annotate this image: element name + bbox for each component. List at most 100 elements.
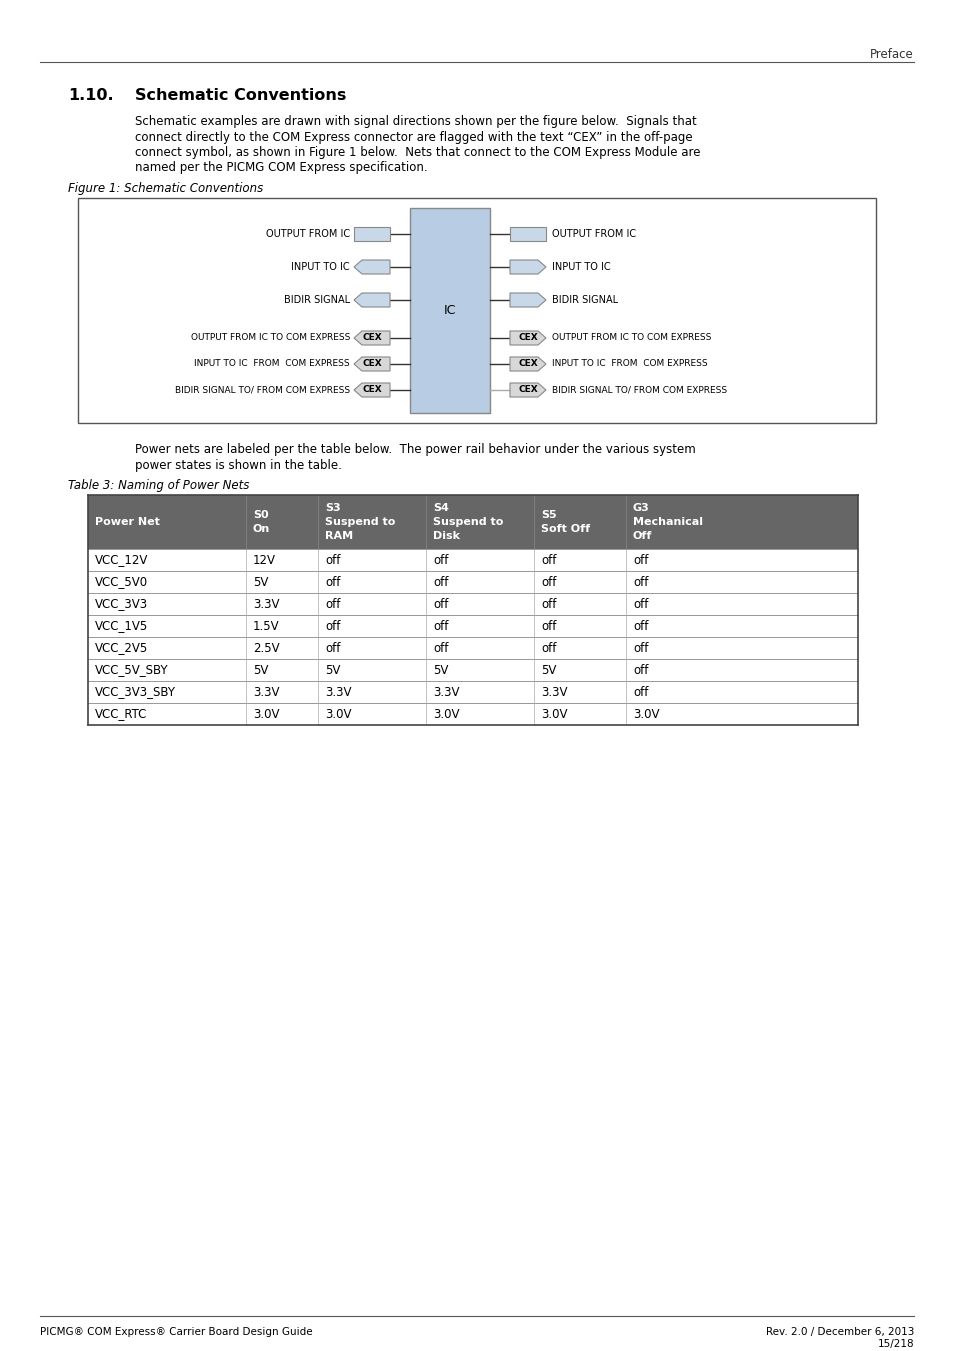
Polygon shape: [354, 382, 390, 397]
Text: CEX: CEX: [362, 385, 381, 394]
Text: 1.10.: 1.10.: [68, 88, 113, 103]
Text: 15/218: 15/218: [877, 1339, 913, 1350]
Bar: [88, 638, 857, 659]
Text: On: On: [253, 524, 270, 534]
Text: Off: Off: [633, 531, 652, 540]
Bar: [410, 208, 490, 413]
Text: VCC_12V: VCC_12V: [95, 554, 149, 566]
Text: off: off: [540, 576, 556, 589]
Polygon shape: [510, 382, 545, 397]
Text: off: off: [325, 554, 340, 566]
Text: off: off: [325, 642, 340, 654]
Text: off: off: [633, 576, 648, 589]
Text: off: off: [540, 620, 556, 632]
Text: BIDIR SIGNAL TO/ FROM COM EXPRESS: BIDIR SIGNAL TO/ FROM COM EXPRESS: [552, 385, 726, 394]
Polygon shape: [354, 357, 390, 372]
Text: VCC_3V3_SBY: VCC_3V3_SBY: [95, 685, 175, 698]
Text: VCC_5V0: VCC_5V0: [95, 576, 148, 589]
Text: off: off: [433, 554, 448, 566]
Text: Suspend to: Suspend to: [433, 517, 503, 527]
Text: Preface: Preface: [869, 49, 913, 61]
Polygon shape: [354, 227, 390, 240]
Text: Mechanical: Mechanical: [633, 517, 702, 527]
Text: OUTPUT FROM IC TO COM EXPRESS: OUTPUT FROM IC TO COM EXPRESS: [191, 334, 350, 343]
Text: Power Net: Power Net: [95, 517, 160, 527]
Text: connect directly to the COM Express connector are flagged with the text “CEX” in: connect directly to the COM Express conn…: [135, 131, 692, 143]
Polygon shape: [510, 293, 545, 307]
Bar: [88, 593, 857, 615]
Text: off: off: [325, 597, 340, 611]
Bar: [88, 615, 857, 638]
Text: Power nets are labeled per the table below.  The power rail behavior under the v: Power nets are labeled per the table bel…: [135, 443, 695, 457]
Text: INPUT TO IC  FROM  COM EXPRESS: INPUT TO IC FROM COM EXPRESS: [194, 359, 350, 369]
Text: 3.0V: 3.0V: [540, 708, 567, 720]
Text: off: off: [633, 685, 648, 698]
Text: 12V: 12V: [253, 554, 275, 566]
Text: off: off: [433, 620, 448, 632]
Polygon shape: [510, 227, 545, 240]
Text: off: off: [633, 642, 648, 654]
Text: 5V: 5V: [433, 663, 448, 677]
Text: Disk: Disk: [433, 531, 459, 540]
Text: 3.0V: 3.0V: [325, 708, 351, 720]
Text: OUTPUT FROM IC: OUTPUT FROM IC: [266, 230, 350, 239]
Text: INPUT TO IC: INPUT TO IC: [291, 262, 350, 272]
Text: named per the PICMG COM Express specification.: named per the PICMG COM Express specific…: [135, 162, 427, 174]
Text: 5V: 5V: [540, 663, 556, 677]
Text: VCC_2V5: VCC_2V5: [95, 642, 148, 654]
Text: 2.5V: 2.5V: [253, 642, 279, 654]
Text: off: off: [540, 642, 556, 654]
Text: off: off: [433, 642, 448, 654]
Text: off: off: [540, 554, 556, 566]
Polygon shape: [510, 357, 545, 372]
Polygon shape: [354, 293, 390, 307]
Text: CEX: CEX: [362, 359, 381, 369]
Text: CEX: CEX: [517, 334, 537, 343]
Text: 1.5V: 1.5V: [253, 620, 279, 632]
Text: Figure 1: Schematic Conventions: Figure 1: Schematic Conventions: [68, 182, 263, 195]
Text: 3.3V: 3.3V: [253, 597, 279, 611]
Text: BIDIR SIGNAL: BIDIR SIGNAL: [552, 295, 618, 305]
Text: off: off: [633, 554, 648, 566]
Text: 3.3V: 3.3V: [433, 685, 459, 698]
Text: 3.0V: 3.0V: [433, 708, 459, 720]
Text: Soft Off: Soft Off: [540, 524, 590, 534]
Bar: [88, 494, 857, 549]
Text: BIDIR SIGNAL TO/ FROM COM EXPRESS: BIDIR SIGNAL TO/ FROM COM EXPRESS: [174, 385, 350, 394]
Text: S5: S5: [540, 509, 556, 520]
Text: Table 3: Naming of Power Nets: Table 3: Naming of Power Nets: [68, 480, 249, 492]
Bar: [88, 681, 857, 703]
Text: off: off: [325, 620, 340, 632]
Text: CEX: CEX: [362, 334, 381, 343]
Text: 5V: 5V: [253, 576, 268, 589]
Text: S4: S4: [433, 503, 449, 513]
Text: CEX: CEX: [517, 359, 537, 369]
Text: G3: G3: [633, 503, 649, 513]
Text: OUTPUT FROM IC: OUTPUT FROM IC: [552, 230, 636, 239]
Text: power states is shown in the table.: power states is shown in the table.: [135, 458, 341, 471]
Text: VCC_RTC: VCC_RTC: [95, 708, 147, 720]
Bar: [88, 703, 857, 725]
Text: BIDIR SIGNAL: BIDIR SIGNAL: [284, 295, 350, 305]
Text: off: off: [325, 576, 340, 589]
Bar: [88, 549, 857, 571]
Bar: [78, 199, 875, 423]
Text: RAM: RAM: [325, 531, 353, 540]
Polygon shape: [354, 259, 390, 274]
Text: 5V: 5V: [325, 663, 340, 677]
Text: Schematic examples are drawn with signal directions shown per the figure below. : Schematic examples are drawn with signal…: [135, 115, 696, 128]
Text: 3.0V: 3.0V: [253, 708, 279, 720]
Text: 3.0V: 3.0V: [633, 708, 659, 720]
Text: Rev. 2.0 / December 6, 2013: Rev. 2.0 / December 6, 2013: [765, 1327, 913, 1337]
Text: IC: IC: [443, 304, 456, 317]
Text: INPUT TO IC: INPUT TO IC: [552, 262, 610, 272]
Polygon shape: [510, 259, 545, 274]
Text: CEX: CEX: [517, 385, 537, 394]
Text: VCC_3V3: VCC_3V3: [95, 597, 148, 611]
Text: Suspend to: Suspend to: [325, 517, 395, 527]
Text: off: off: [540, 597, 556, 611]
Text: off: off: [633, 597, 648, 611]
Text: off: off: [433, 597, 448, 611]
Text: S0: S0: [253, 509, 269, 520]
Bar: [88, 659, 857, 681]
